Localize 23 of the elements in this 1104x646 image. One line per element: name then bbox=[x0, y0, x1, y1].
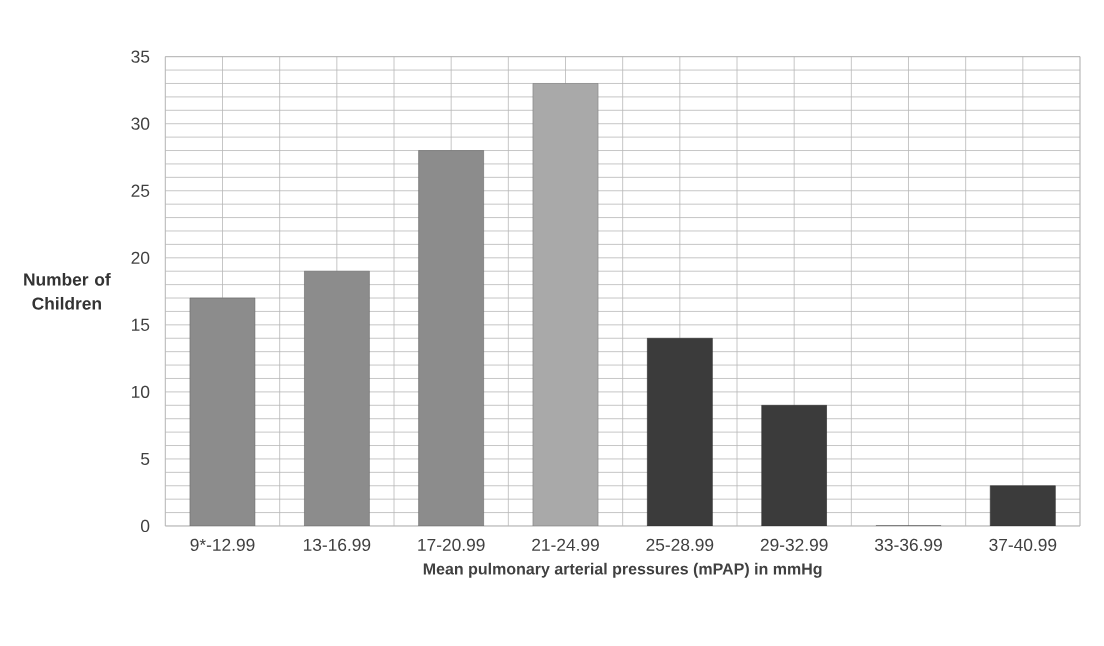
x-tick-label: 21-24.99 bbox=[532, 538, 599, 551]
bar bbox=[189, 297, 256, 526]
y-tick-label: 20 bbox=[131, 251, 150, 264]
bar bbox=[989, 485, 1056, 526]
x-tick-label: 25-28.99 bbox=[646, 538, 714, 551]
x-tick-label: 33-36.99 bbox=[874, 538, 942, 551]
bar bbox=[418, 150, 485, 526]
y-tick-label: 25 bbox=[131, 184, 150, 197]
y-tick-label: 5 bbox=[141, 452, 150, 465]
x-axis-title: Mean pulmonary arterial pressures (mPAP) in mmHg bbox=[423, 562, 822, 578]
y-tick-label: 15 bbox=[132, 318, 150, 331]
bar bbox=[646, 337, 713, 526]
x-tick-label: 17-20.99 bbox=[418, 538, 485, 551]
y-tick-label: 0 bbox=[140, 519, 150, 533]
y-tick-label: 10 bbox=[132, 385, 150, 399]
y-tick-label: 30 bbox=[131, 117, 150, 130]
x-tick-label: 37-40.99 bbox=[989, 538, 1057, 551]
x-tick-label: 13-16.99 bbox=[303, 538, 371, 551]
y-tick-label: 35 bbox=[131, 50, 150, 63]
x-tick-label: 9*-12.99 bbox=[190, 538, 255, 551]
bar bbox=[303, 270, 370, 526]
x-tick-label: 29-32.99 bbox=[760, 538, 828, 551]
y-axis-title: Number of Children bbox=[24, 272, 111, 310]
